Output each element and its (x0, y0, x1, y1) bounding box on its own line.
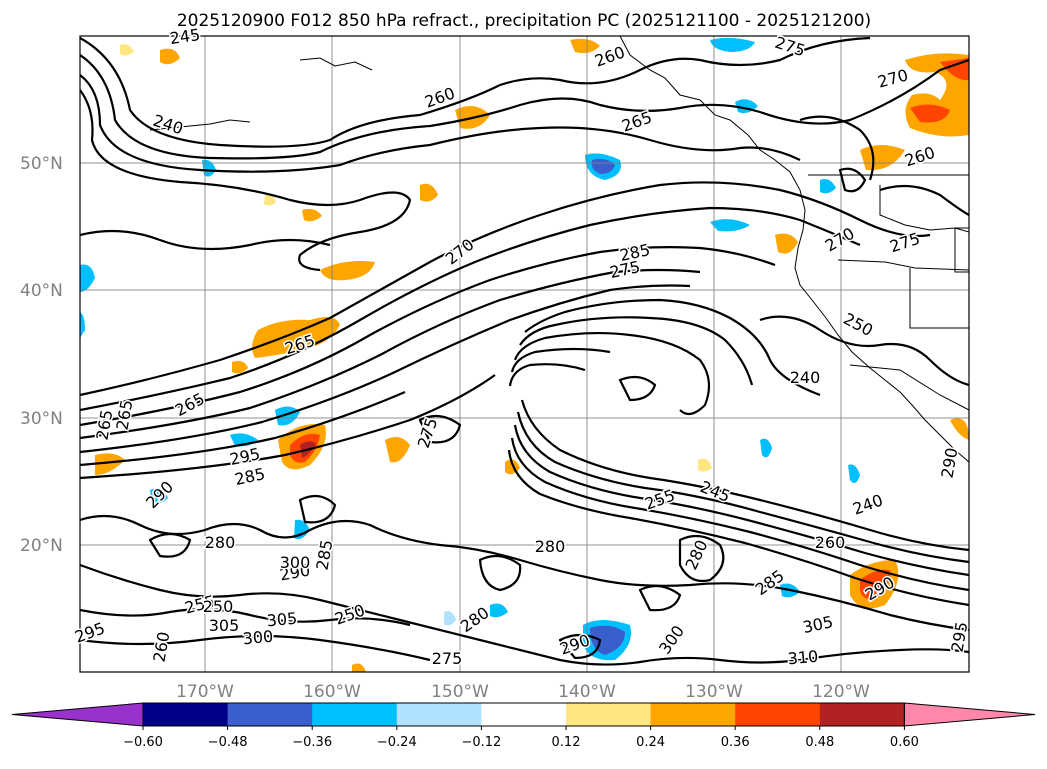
colorbar-segment (735, 703, 821, 726)
precip-shading (80, 37, 969, 672)
lon-label: 170°W (176, 682, 234, 702)
colorbar-segment (650, 703, 736, 726)
refractivity-contours (80, 36, 969, 666)
longitude-axis: 170°W 160°W 150°W 140°W 130°W 120°W (176, 682, 870, 702)
colorbar-tick-label: 0.60 (890, 735, 919, 750)
contour-label: 300 (280, 553, 311, 572)
figure-title: 2025120900 F012 850 hPa refract., precip… (177, 11, 871, 31)
colorbar-tick-label: −0.48 (208, 735, 248, 750)
contour-label: 255 (183, 591, 217, 617)
colorbar-segment (819, 703, 905, 726)
colorbar-extension-high (903, 702, 1036, 727)
colorbar-segment (396, 703, 482, 726)
lon-label: 140°W (558, 682, 616, 702)
lon-label: 150°W (431, 682, 489, 702)
map-background (80, 36, 969, 672)
colorbar-tick-label: −0.36 (292, 735, 332, 750)
positive-shading-cells (95, 38, 969, 672)
contour-label: 240 (790, 368, 821, 387)
contour-label: 245 (168, 25, 201, 48)
graticule (80, 36, 969, 672)
lat-label: 30°N (20, 409, 63, 429)
lon-label: 160°W (303, 682, 361, 702)
lat-label: 40°N (20, 281, 63, 301)
contour-label: 275 (432, 649, 463, 668)
contour-label: 310 (787, 647, 819, 669)
contour-label: 300 (242, 627, 274, 649)
lon-label: 120°W (812, 682, 870, 702)
colorbar-segment (566, 703, 652, 726)
latitude-axis: 50°N 40°N 30°N 20°N (20, 154, 63, 556)
colorbar-tick-label: 0.36 (721, 735, 750, 750)
colorbar-tick-label: 0.24 (636, 735, 665, 750)
colorbar-tick-label: 0.12 (552, 735, 581, 750)
contour-label: 280 (535, 537, 566, 556)
colorbar-segment (481, 703, 567, 726)
contour-label: 265 (112, 398, 136, 431)
colorbar-segment (312, 703, 398, 726)
colorbar-tick-label: −0.12 (461, 735, 501, 750)
contour-label: 280 (205, 533, 236, 552)
colorbar-tick-label: −0.24 (377, 735, 417, 750)
contour-label: 250 (203, 597, 234, 616)
contour-label: 305 (209, 616, 240, 635)
lon-label: 130°W (685, 682, 743, 702)
lat-label: 20°N (20, 536, 63, 556)
colorbar: −0.60 −0.48 −0.36 −0.24 −0.12 0.12 0.24 0.36 0.4… (11, 702, 1036, 750)
colorbar-outline (142, 702, 905, 727)
colorbar-extension-low (11, 702, 144, 727)
contour-label: 290 (278, 560, 311, 584)
colorbar-segment (227, 703, 313, 726)
colorbar-tick-label: −0.60 (123, 735, 163, 750)
colorbar-segment (143, 703, 229, 726)
colorbar-tick-label: 0.48 (805, 735, 834, 750)
contour-label: 260 (815, 533, 846, 552)
lat-label: 50°N (20, 154, 63, 174)
map-frame (79, 35, 970, 673)
coastlines (149, 36, 969, 463)
contour-label: 305 (266, 609, 298, 631)
